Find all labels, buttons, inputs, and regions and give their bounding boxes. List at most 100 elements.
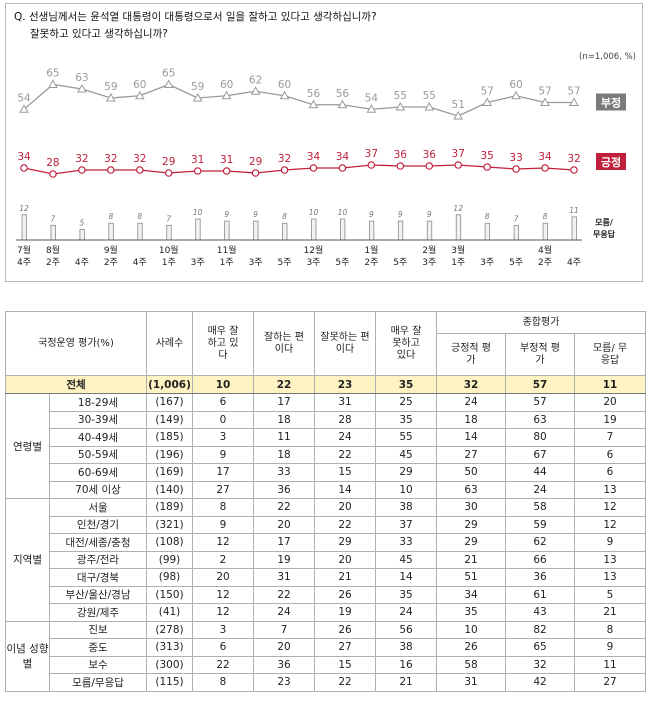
cell-positive: 50 <box>436 463 506 482</box>
cell-negative: 61 <box>505 585 575 604</box>
positive-data-label: 34 <box>336 151 350 163</box>
negative-marker <box>279 90 290 100</box>
negative-marker <box>424 101 435 111</box>
cell-good: 36 <box>253 655 315 674</box>
negative-legend-box <box>596 93 626 111</box>
cell-negative: 32 <box>505 655 575 674</box>
x-tick-month: 4월 <box>538 244 552 256</box>
x-tick-week: 5주 <box>509 257 523 268</box>
dk-bar <box>224 220 230 241</box>
x-tick-month: 8월 <box>46 244 60 256</box>
cell-very-good: 17 <box>192 463 254 482</box>
x-tick-week: 2주 <box>104 257 118 268</box>
x-tick-week: 4주 <box>17 257 31 268</box>
cell-good: 22 <box>253 498 315 517</box>
cell-sample: (41) <box>146 603 193 622</box>
dk-bar <box>137 222 143 241</box>
table-row: 대전/세종/충청 (108) 12 17 29 33 29 62 9 <box>6 533 647 552</box>
dk-bar <box>484 222 491 241</box>
x-tick-week: 5주 <box>278 257 292 268</box>
x-tick-month: 10월 <box>159 244 179 256</box>
negative-marker <box>163 79 174 88</box>
cell-positive: 31 <box>436 673 506 692</box>
cell-positive: 26 <box>436 638 506 657</box>
cell-bad: 14 <box>314 480 376 499</box>
negative-data-label: 55 <box>423 90 436 102</box>
cell-negative: 66 <box>505 550 575 569</box>
positive-marker <box>309 164 318 172</box>
positive-marker <box>49 170 57 178</box>
cell-dk: 13 <box>573 568 647 587</box>
cell-negative: 65 <box>505 638 575 657</box>
positive-marker <box>193 167 202 175</box>
positive-data-label: 34 <box>538 151 552 163</box>
cell-sample: (196) <box>146 445 193 464</box>
cell-sample: (278) <box>146 620 193 639</box>
x-tick-week: 5주 <box>393 257 407 268</box>
x-tick-week: 4주 <box>133 257 147 268</box>
cell-very-good: 3 <box>192 428 254 447</box>
cell-very-good: 22 <box>192 655 254 674</box>
cell-bad: 20 <box>314 550 376 569</box>
negative-marker <box>19 104 29 113</box>
cell-dk: 8 <box>573 620 647 639</box>
positive-line <box>23 164 575 175</box>
cell-positive: 58 <box>436 655 506 674</box>
cell-very-good: 9 <box>192 515 254 534</box>
cell-very-bad: 37 <box>375 515 437 534</box>
table-row: 광주/전라 (99) 2 19 20 45 21 66 13 <box>6 550 647 569</box>
negative-marker <box>482 97 493 106</box>
cell-bad: 27 <box>314 638 376 657</box>
negative-data-label: 60 <box>133 79 146 91</box>
row-label: 50-59세 <box>49 445 147 464</box>
cell-very-good: 12 <box>192 585 254 604</box>
positive-marker <box>541 164 549 172</box>
dk-data-label: 9 <box>369 210 374 219</box>
cell-very-good: 12 <box>192 603 254 622</box>
cell-very-good: 12 <box>192 533 254 552</box>
cell-positive: 35 <box>436 603 506 622</box>
table-row: 50-59세 (196) 9 18 22 45 27 67 6 <box>6 445 647 464</box>
positive-data-label: 32 <box>278 153 291 165</box>
positive-marker <box>164 169 173 177</box>
cell-positive: 63 <box>436 480 506 499</box>
cell-good: 18 <box>253 410 315 429</box>
dk-bar <box>513 224 520 241</box>
cell-bad: 29 <box>314 533 376 552</box>
negative-data-label: 51 <box>452 99 465 111</box>
cell-dk: 5 <box>573 585 647 604</box>
positive-marker <box>20 164 28 172</box>
dk-data-label: 7 <box>51 214 56 223</box>
positive-data-label: 36 <box>423 149 437 161</box>
positive-legend-label: 긍정 <box>601 155 621 169</box>
header-good: 잘하는 편이다 <box>253 311 315 376</box>
cell-negative: 82 <box>505 620 575 639</box>
cell-positive: 24 <box>436 393 506 412</box>
cell-good: 23 <box>253 673 315 692</box>
row-label: 중도 <box>49 638 147 657</box>
positive-data-label: 35 <box>480 150 493 162</box>
row-label: 강원/제주 <box>49 603 147 622</box>
sample-note: (n=1,006, %) <box>579 52 636 62</box>
dk-bar <box>253 220 259 241</box>
positive-marker <box>338 164 347 172</box>
cell-very-bad: 16 <box>375 655 437 674</box>
cell-dk: 21 <box>573 603 647 622</box>
cell-very-bad: 29 <box>375 463 437 482</box>
header-bad: 잘못하는 편이다 <box>314 311 376 376</box>
cell-positive: 27 <box>436 445 506 464</box>
evaluation-table: 국정운영 평가(%) 사례수 매우 잘하고 있다 잘하는 편이다 잘못하는 편이… <box>5 311 647 692</box>
x-tick-week: 2주 <box>364 257 378 268</box>
dk-bar <box>282 222 288 241</box>
dk-bar <box>108 222 114 241</box>
cell-sample: (185) <box>146 428 193 447</box>
row-label: 진보 <box>49 620 147 639</box>
negative-marker <box>366 104 377 113</box>
cell-dk: 6 <box>573 445 647 464</box>
dk-bar <box>368 220 375 241</box>
positive-data-label: 29 <box>249 156 262 168</box>
cell-good: 31 <box>253 568 315 587</box>
positive-data-label: 32 <box>75 153 88 165</box>
dk-data-label: 8 <box>282 212 287 221</box>
cell-good: 36 <box>253 480 315 499</box>
